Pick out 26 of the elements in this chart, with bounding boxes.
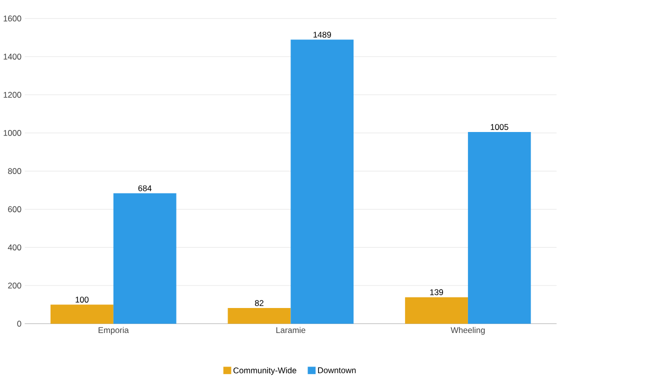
y-tick-label: 800 (8, 168, 22, 174)
data-label: 100 (76, 296, 89, 303)
x-tick-label: Emporia (98, 326, 129, 335)
y-tick-label: 200 (8, 282, 22, 288)
bar (228, 308, 291, 324)
x-tick-label: Laramie (276, 326, 306, 334)
data-label: 1005 (490, 124, 508, 130)
data-label: 82 (254, 300, 264, 306)
y-tick-label: 400 (8, 244, 22, 250)
legend-label: Community-Wide (233, 367, 296, 375)
data-label: 139 (430, 289, 444, 296)
y-tick-label: 1400 (4, 54, 22, 60)
y-tick-label: 600 (8, 206, 22, 212)
y-tick-label: 1600 (4, 16, 22, 22)
x-tick-label: Wheeling (450, 326, 485, 335)
bar (290, 40, 354, 324)
y-tick-label: 1200 (4, 92, 22, 98)
data-label: 684 (138, 185, 152, 192)
data-label: 1489 (314, 32, 331, 38)
y-tick-label: 0 (17, 320, 22, 327)
bar (405, 297, 468, 324)
bar (113, 193, 176, 324)
y-tick-label: 1000 (4, 130, 22, 136)
bar (50, 304, 114, 324)
legend-label: Downtown (318, 367, 356, 374)
bar (468, 132, 531, 324)
